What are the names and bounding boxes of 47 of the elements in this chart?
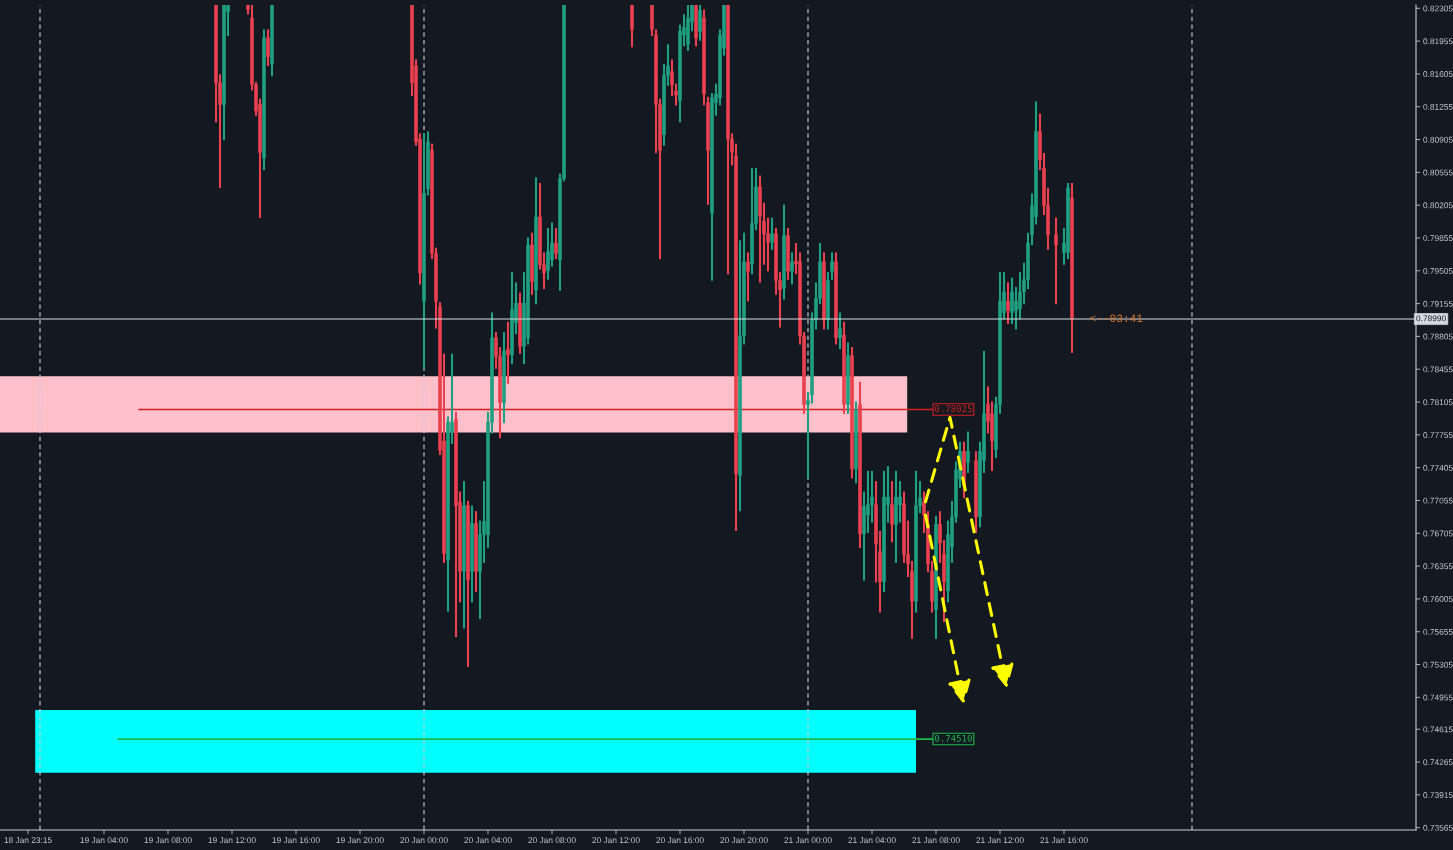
x-tick-label: 20 Jan 00:00 (400, 837, 448, 844)
x-tick-label: 21 Jan 08:00 (912, 837, 960, 844)
y-tick-label: 0.80905 (1423, 136, 1453, 143)
y-tick-label: 0.76705 (1423, 530, 1453, 537)
x-tick-label: 20 Jan 16:00 (656, 837, 704, 844)
x-tick-label: 21 Jan 04:00 (848, 837, 896, 844)
y-tick-label: 0.79505 (1423, 267, 1453, 274)
y-tick-label: 0.79855 (1423, 235, 1453, 242)
x-tick-label: 20 Jan 04:00 (464, 837, 512, 844)
y-tick-label: 0.73915 (1423, 792, 1453, 798)
y-tick-label: 0.75655 (1423, 628, 1453, 635)
y-tick-label: 0.74265 (1423, 759, 1453, 766)
x-tick-label: 19 Jan 04:00 (80, 837, 128, 844)
x-tick-label: 21 Jan 16:00 (1040, 837, 1088, 844)
x-tick-label: 19 Jan 08:00 (144, 837, 192, 844)
y-tick-label: 0.77055 (1423, 497, 1453, 504)
y-tick-label: 0.78805 (1423, 333, 1453, 340)
x-tick-label: 20 Jan 08:00 (528, 837, 576, 844)
y-tick-label: 0.82305 (1423, 5, 1453, 12)
annotation: <--03:41 (1090, 314, 1143, 323)
x-tick-label: 18 Jan 23:15 (4, 837, 52, 844)
data-label: 0.78025 (934, 405, 972, 413)
y-tick-label: 0.81605 (1423, 71, 1453, 78)
y-tick-label: 0.77405 (1423, 464, 1453, 471)
x-tick-label: 20 Jan 20:00 (720, 837, 768, 844)
ref-line-label: 0.78990 (1416, 315, 1446, 322)
x-tick-label: 20 Jan 12:00 (592, 837, 640, 844)
y-tick-label: 0.79155 (1423, 300, 1453, 307)
x-tick-label: 19 Jan 20:00 (336, 837, 384, 844)
x-tick-label: 19 Jan 16:00 (272, 837, 320, 844)
y-tick-label: 0.73565 (1423, 824, 1453, 831)
y-tick-label: 0.81955 (1423, 38, 1453, 45)
x-tick-label: 19 Jan 12:00 (208, 837, 256, 844)
y-tick-label: 0.77755 (1423, 432, 1453, 438)
y-tick-label: 0.74955 (1423, 694, 1453, 701)
y-tick-label: 0.74615 (1423, 726, 1453, 733)
y-tick-label: 0.81255 (1423, 103, 1453, 110)
x-tick-label: 21 Jan 00:00 (784, 837, 832, 844)
y-tick-label: 0.76005 (1423, 596, 1453, 603)
x-tick-label: 21 Jan 12:00 (976, 837, 1024, 844)
y-tick-label: 0.76355 (1423, 563, 1453, 570)
y-tick-label: 0.80555 (1423, 169, 1453, 176)
y-tick-label: 0.75305 (1423, 661, 1453, 668)
y-tick-label: 0.78455 (1423, 366, 1453, 373)
data-label: 0.74510 (934, 734, 972, 742)
y-tick-label: 0.78105 (1423, 399, 1453, 406)
y-tick-label: 0.80205 (1423, 202, 1453, 209)
